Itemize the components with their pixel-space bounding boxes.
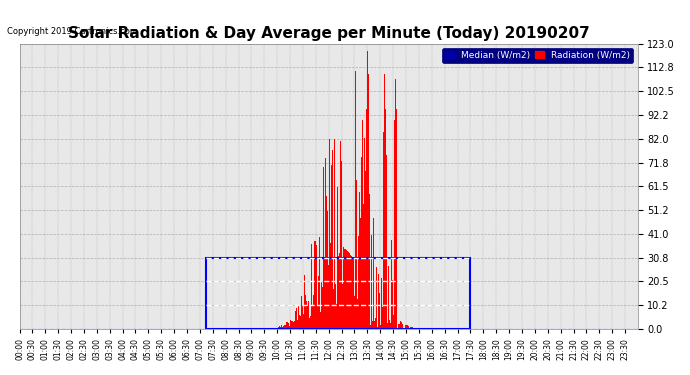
- Title: Solar Radiation & Day Average per Minute (Today) 20190207: Solar Radiation & Day Average per Minute…: [68, 26, 589, 41]
- Legend: Median (W/m2), Radiation (W/m2): Median (W/m2), Radiation (W/m2): [442, 48, 633, 63]
- Text: Copyright 2019 Cartronics.com: Copyright 2019 Cartronics.com: [7, 27, 138, 36]
- Bar: [206, 258, 471, 329]
